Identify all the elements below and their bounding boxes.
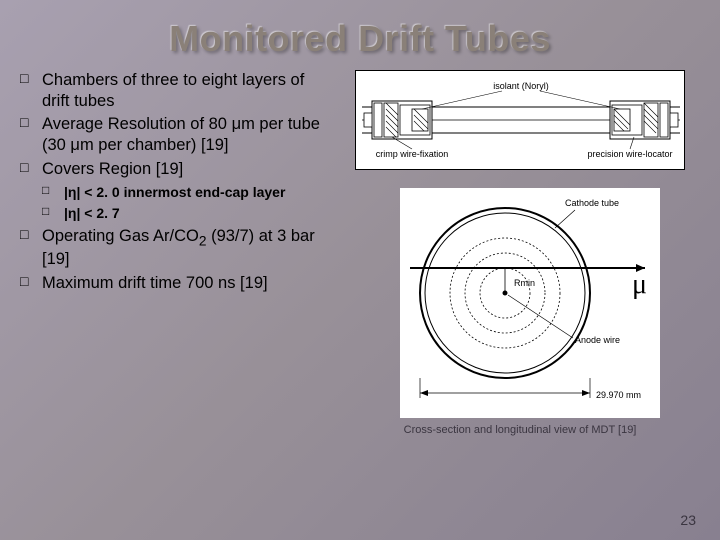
bullet-2: Average Resolution of 80 μm per tube (30…	[20, 114, 330, 155]
bullet-column: Chambers of three to eight layers of dri…	[20, 70, 340, 436]
page-number: 23	[680, 512, 696, 528]
bullet-1: Chambers of three to eight layers of dri…	[20, 70, 330, 111]
figure-column: isolant (Noryl) crimp wire-fixation prec…	[340, 70, 700, 436]
bullet-3b: |η| < 2. 7	[42, 204, 330, 222]
mu-symbol: μ	[632, 269, 647, 300]
bullet-3-text: Covers Region [19]	[42, 160, 183, 178]
label-diameter: 29.970 mm	[596, 390, 641, 400]
label-anode: Anode wire	[575, 335, 620, 345]
label-cathode: Cathode tube	[565, 198, 619, 208]
bullet-3: Covers Region [19] |η| < 2. 0 innermost …	[20, 159, 330, 223]
bullet-3a: |η| < 2. 0 innermost end-cap layer	[42, 183, 330, 201]
bullet-4: Operating Gas Ar/CO2 (93/7) at 3 bar [19…	[20, 226, 330, 270]
label-precision: precision wire-locator	[587, 149, 672, 159]
cross-section-diagram: Rmin Cathode tube Anode wire μ 29.970 mm	[400, 188, 660, 418]
content-area: Chambers of three to eight layers of dri…	[0, 70, 720, 436]
longitudinal-diagram: isolant (Noryl) crimp wire-fixation prec…	[355, 70, 685, 170]
bullet-5: Maximum drift time 700 ns [19]	[20, 273, 330, 294]
label-crimp: crimp wire-fixation	[376, 149, 449, 159]
label-rmin: Rmin	[514, 278, 535, 288]
label-isolant: isolant (Noryl)	[493, 81, 549, 91]
bullet-4-head: Operating Gas Ar/CO	[42, 227, 199, 245]
slide-title: Monitored Drift Tubes	[0, 0, 720, 70]
figure-caption: Cross-section and longitudinal view of M…	[350, 424, 690, 436]
